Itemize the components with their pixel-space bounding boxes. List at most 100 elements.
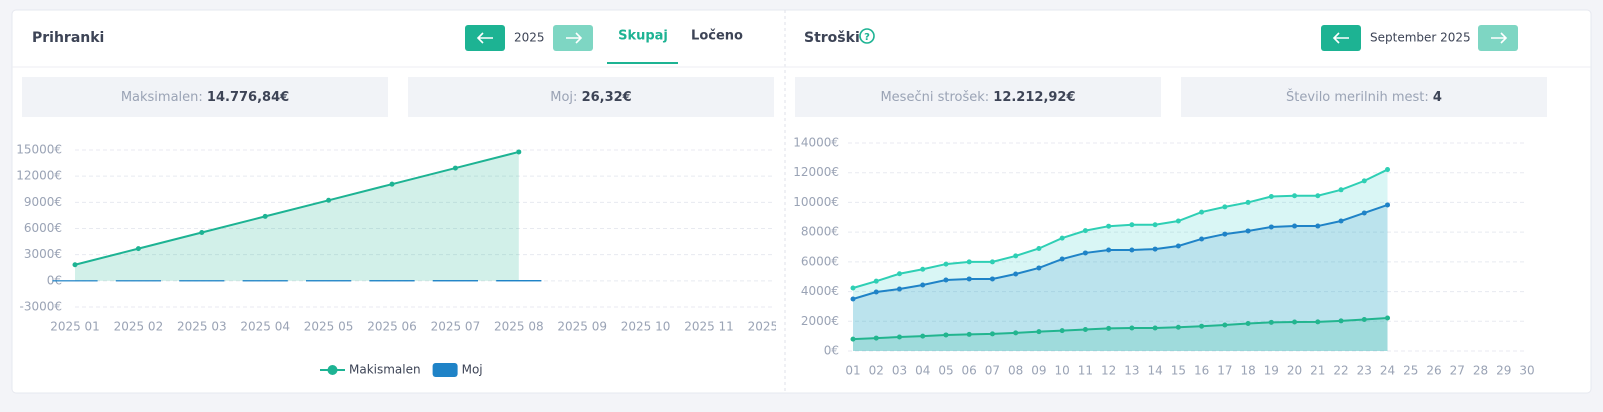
- point: [850, 296, 856, 302]
- x-tick-label: 2025 04: [240, 320, 290, 334]
- x-tick-label: 12: [1101, 364, 1116, 378]
- x-tick-label: 14: [1147, 364, 1162, 378]
- x-tick-label: 01: [845, 364, 860, 378]
- arrow-left: [476, 32, 493, 44]
- help-icon[interactable]: [859, 28, 875, 44]
- x-tick-label: 30: [1519, 364, 1534, 378]
- x-tick-label: 17: [1217, 364, 1232, 378]
- point: [966, 276, 972, 282]
- stat-box: [22, 77, 388, 117]
- x-tick-label: 23: [1357, 364, 1372, 378]
- point: [943, 261, 949, 267]
- x-tick-label: 25: [1403, 364, 1418, 378]
- point: [873, 335, 879, 341]
- point: [1013, 271, 1019, 277]
- x-tick-label: 27: [1450, 364, 1465, 378]
- point: [1385, 315, 1391, 321]
- point: [1245, 199, 1251, 205]
- point: [1338, 218, 1344, 224]
- point: [1222, 204, 1228, 210]
- tab-active[interactable]: Skupaj: [618, 29, 668, 44]
- point: [1152, 246, 1158, 252]
- point: [72, 262, 78, 268]
- point: [1292, 319, 1298, 325]
- x-tick-label: 21: [1310, 364, 1325, 378]
- stat-box: [408, 77, 774, 117]
- help-mark: ?: [864, 32, 870, 43]
- point: [1175, 218, 1181, 224]
- point: [989, 331, 995, 337]
- area: [853, 318, 1388, 351]
- point: [966, 259, 972, 265]
- x-tick-label: 2025 09: [557, 320, 607, 334]
- tab[interactable]: Ločeno: [691, 29, 743, 44]
- point: [1268, 319, 1274, 325]
- year: 2025: [514, 31, 545, 45]
- point: [262, 213, 268, 219]
- point: [1361, 210, 1367, 216]
- stat: Moj: 26,32€: [550, 90, 631, 105]
- x-tick-label: 19: [1264, 364, 1279, 378]
- y-tick-label: 6000€: [24, 221, 62, 235]
- x-tick-label: 06: [962, 364, 977, 378]
- stat-box: [1181, 77, 1547, 117]
- point: [1315, 193, 1321, 199]
- line: [852, 204, 1388, 300]
- x-tick-label: 03: [892, 364, 907, 378]
- x-tick-label: 13: [1124, 364, 1139, 378]
- x-tick-label: 29: [1496, 364, 1511, 378]
- point: [1361, 317, 1367, 323]
- chart: -3000€0€3000€6000€9000€12000€15000€2025 …: [16, 143, 798, 334]
- point: [1082, 250, 1088, 256]
- legend-swatch: [432, 363, 458, 377]
- point: [1106, 247, 1112, 253]
- point: [1292, 223, 1298, 229]
- x-tick-label: 2025 03: [177, 320, 227, 334]
- point: [1338, 187, 1344, 193]
- period: September 2025: [1370, 31, 1471, 45]
- point: [1059, 256, 1065, 262]
- point: [920, 333, 926, 339]
- point: [1245, 228, 1251, 234]
- y-tick-label: -3000€: [19, 300, 62, 314]
- line: [852, 168, 1388, 289]
- legend-label: Moj: [462, 363, 483, 377]
- y-tick-label: 6000€: [801, 254, 839, 268]
- point: [326, 197, 332, 203]
- point: [1082, 228, 1088, 234]
- point: [1152, 325, 1158, 331]
- line: [74, 150, 520, 266]
- x-tick-label: 11: [1078, 364, 1093, 378]
- point: [1199, 209, 1205, 215]
- x-tick-label: 20: [1287, 364, 1302, 378]
- x-tick-label: 2025 06: [367, 320, 417, 334]
- x-tick-label: 10: [1055, 364, 1070, 378]
- x-tick-label: 28: [1473, 364, 1488, 378]
- x-tick-label: 02: [869, 364, 884, 378]
- point: [896, 271, 902, 277]
- point: [1036, 245, 1042, 251]
- arrow-right: [566, 32, 583, 44]
- point: [389, 181, 395, 187]
- point: [1315, 223, 1321, 229]
- y-tick-label: 15000€: [16, 143, 62, 157]
- y-tick-label: 3000€: [24, 247, 62, 261]
- area: [853, 204, 1388, 351]
- x-tick-label: 2025 12: [748, 320, 798, 334]
- point: [966, 331, 972, 337]
- point: [1036, 265, 1042, 271]
- x-tick-label: 07: [985, 364, 1000, 378]
- x-tick-label: 2025 02: [114, 320, 164, 334]
- point: [1338, 318, 1344, 324]
- y-tick-label: 4000€: [801, 284, 839, 298]
- stat: Maksimalen: 14.776,84€: [121, 90, 289, 105]
- point: [920, 282, 926, 288]
- x-tick-label: 05: [938, 364, 953, 378]
- legend-swatch: [327, 365, 338, 375]
- stat: Število merilnih mest: 4: [1286, 89, 1442, 105]
- point: [1245, 321, 1251, 327]
- y-tick-label: 0€: [824, 344, 839, 358]
- point: [1129, 247, 1135, 253]
- point: [516, 149, 522, 155]
